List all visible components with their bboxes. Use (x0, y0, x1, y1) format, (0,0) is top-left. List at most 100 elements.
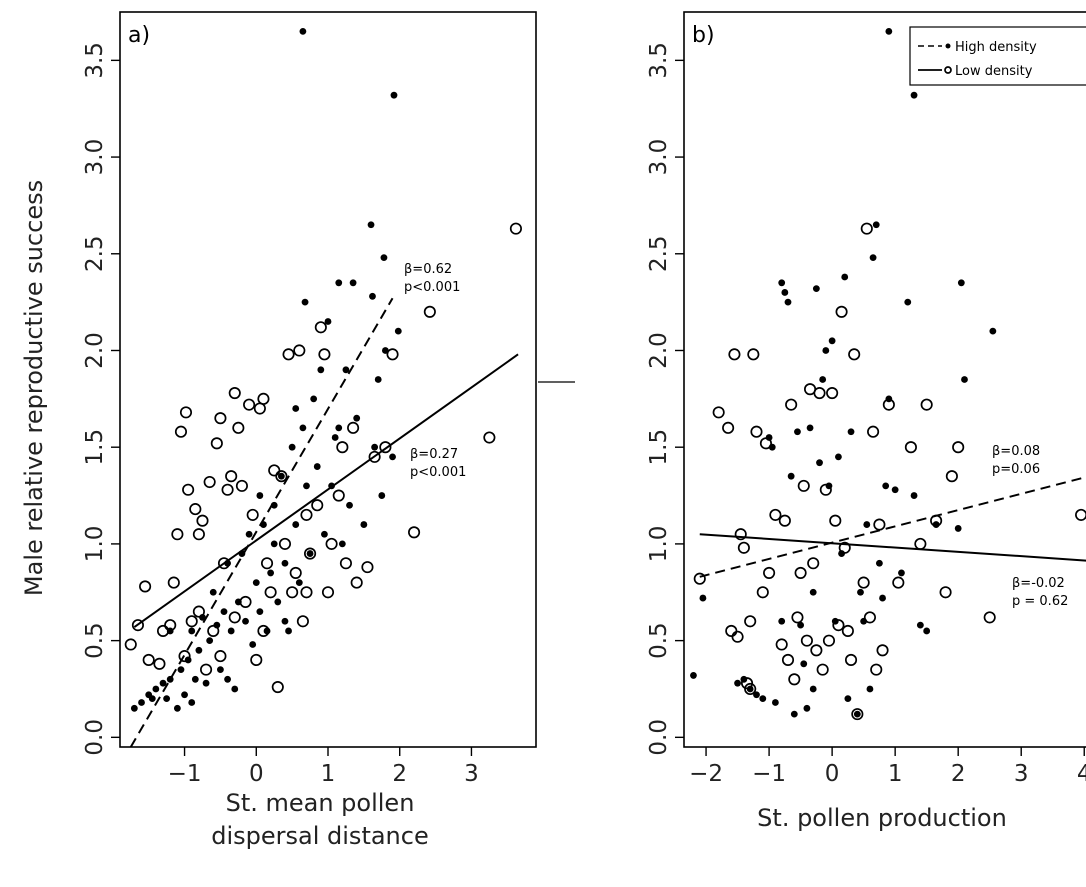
point-high-density-a (288, 443, 296, 451)
panel-b-x-label: St. pollen production (757, 804, 1007, 832)
point-low-density-b (857, 576, 870, 589)
point-high-density-b (835, 453, 842, 461)
point-high-density-a (310, 395, 318, 403)
point-high-density-b (961, 376, 968, 383)
fit-annotation-beta-a: β=0.62 (404, 262, 452, 277)
point-high-density-b (699, 594, 707, 602)
point-low-density-a (271, 680, 284, 694)
point-high-density-a (360, 521, 368, 528)
point-high-density-a (342, 366, 350, 374)
point-low-density-a (300, 508, 313, 521)
point-high-density-a (138, 699, 145, 706)
point-high-density-b (898, 569, 905, 577)
point-high-density-a (224, 675, 231, 683)
point-low-density-a (228, 386, 241, 400)
point-high-density-b (822, 347, 830, 354)
y-tick-label-a: 2.0 (82, 332, 108, 369)
point-low-density-a (296, 615, 309, 628)
point-high-density-a (321, 530, 328, 538)
point-high-density-b (690, 672, 697, 679)
point-low-density-a (339, 557, 352, 570)
point-high-density-a (217, 666, 224, 674)
point-high-density-b (866, 685, 874, 693)
y-tick-label-a: 3.0 (82, 139, 108, 176)
point-high-density-a (245, 530, 253, 538)
point-low-density-b (750, 425, 763, 438)
point-high-density-a (209, 588, 217, 596)
point-high-density-b (806, 424, 814, 432)
point-low-density-b (816, 663, 829, 676)
fit-line-low-a (133, 353, 519, 628)
point-low-density-a (386, 348, 399, 361)
point-low-density-b (807, 557, 820, 570)
point-high-density-a (306, 550, 314, 557)
point-high-density-b (844, 695, 852, 703)
point-low-density-b (756, 586, 769, 599)
panel-a-x-label-line2: dispersal distance (211, 822, 428, 850)
point-low-density-a (304, 547, 317, 560)
point-low-density-b (813, 386, 826, 400)
point-low-density-b (737, 541, 750, 554)
point-high-density-b (778, 617, 786, 625)
point-high-density-b (734, 679, 741, 687)
point-high-density-b (910, 492, 918, 499)
point-low-density-a (243, 398, 256, 411)
point-low-density-a (379, 441, 392, 454)
point-high-density-a (181, 691, 188, 699)
y-tick-label-a: 3.5 (82, 42, 108, 79)
y-axis-label: Male relative reproductive success (20, 180, 48, 596)
point-low-density-a (182, 483, 195, 496)
point-low-density-a (142, 653, 155, 667)
point-low-density-a (250, 653, 263, 667)
point-high-density-b (857, 588, 864, 596)
point-low-density-a (318, 348, 331, 361)
point-low-density-a (278, 537, 292, 550)
point-high-density-a (188, 699, 196, 706)
plot-area-b (690, 27, 1086, 721)
y-tick-label-a: 0.5 (82, 622, 108, 659)
point-high-density-a (349, 279, 357, 287)
point-low-density-b (797, 479, 810, 492)
point-low-density-b (835, 305, 848, 318)
point-high-density-a (390, 91, 398, 99)
fit-annotation-p-a: p<0.001 (404, 280, 460, 295)
point-high-density-a (338, 540, 346, 548)
point-low-density-b (722, 421, 735, 434)
point-low-density-a (225, 470, 238, 483)
point-low-density-a (167, 576, 180, 589)
point-low-density-a (164, 619, 177, 632)
point-low-density-b (904, 441, 917, 454)
point-high-density-b (872, 221, 880, 229)
point-low-density-b (876, 644, 889, 657)
point-low-density-b (725, 624, 738, 637)
point-high-density-a (378, 492, 386, 499)
y-tick-label-b: 0.5 (646, 622, 672, 659)
point-high-density-b (923, 627, 931, 635)
point-low-density-a (325, 537, 338, 550)
point-low-density-a (289, 566, 302, 579)
point-high-density-a (188, 627, 196, 635)
point-low-density-b (747, 348, 760, 361)
panel-b-frame (683, 11, 1086, 748)
point-high-density-b (863, 521, 871, 528)
point-high-density-a (353, 414, 361, 422)
point-low-density-a (153, 657, 166, 670)
point-low-density-b (769, 508, 782, 521)
point-high-density-b (809, 685, 817, 693)
point-low-density-a (257, 624, 270, 637)
point-low-density-a (221, 483, 234, 496)
point-low-density-b (763, 566, 776, 579)
point-low-density-a (264, 586, 277, 599)
point-low-density-a (300, 586, 313, 599)
x-tick-label-a: 1 (321, 761, 336, 787)
point-low-density-a (286, 586, 299, 599)
fit-annotation-beta-b: β=0.08 (992, 444, 1040, 459)
point-high-density-a (299, 27, 307, 35)
point-high-density-b (759, 695, 767, 703)
point-low-density-b (844, 653, 858, 667)
point-low-density-b (939, 586, 952, 599)
point-low-density-a (192, 528, 205, 541)
panel-a-label: a) (128, 23, 150, 48)
point-high-density-b (916, 621, 924, 629)
